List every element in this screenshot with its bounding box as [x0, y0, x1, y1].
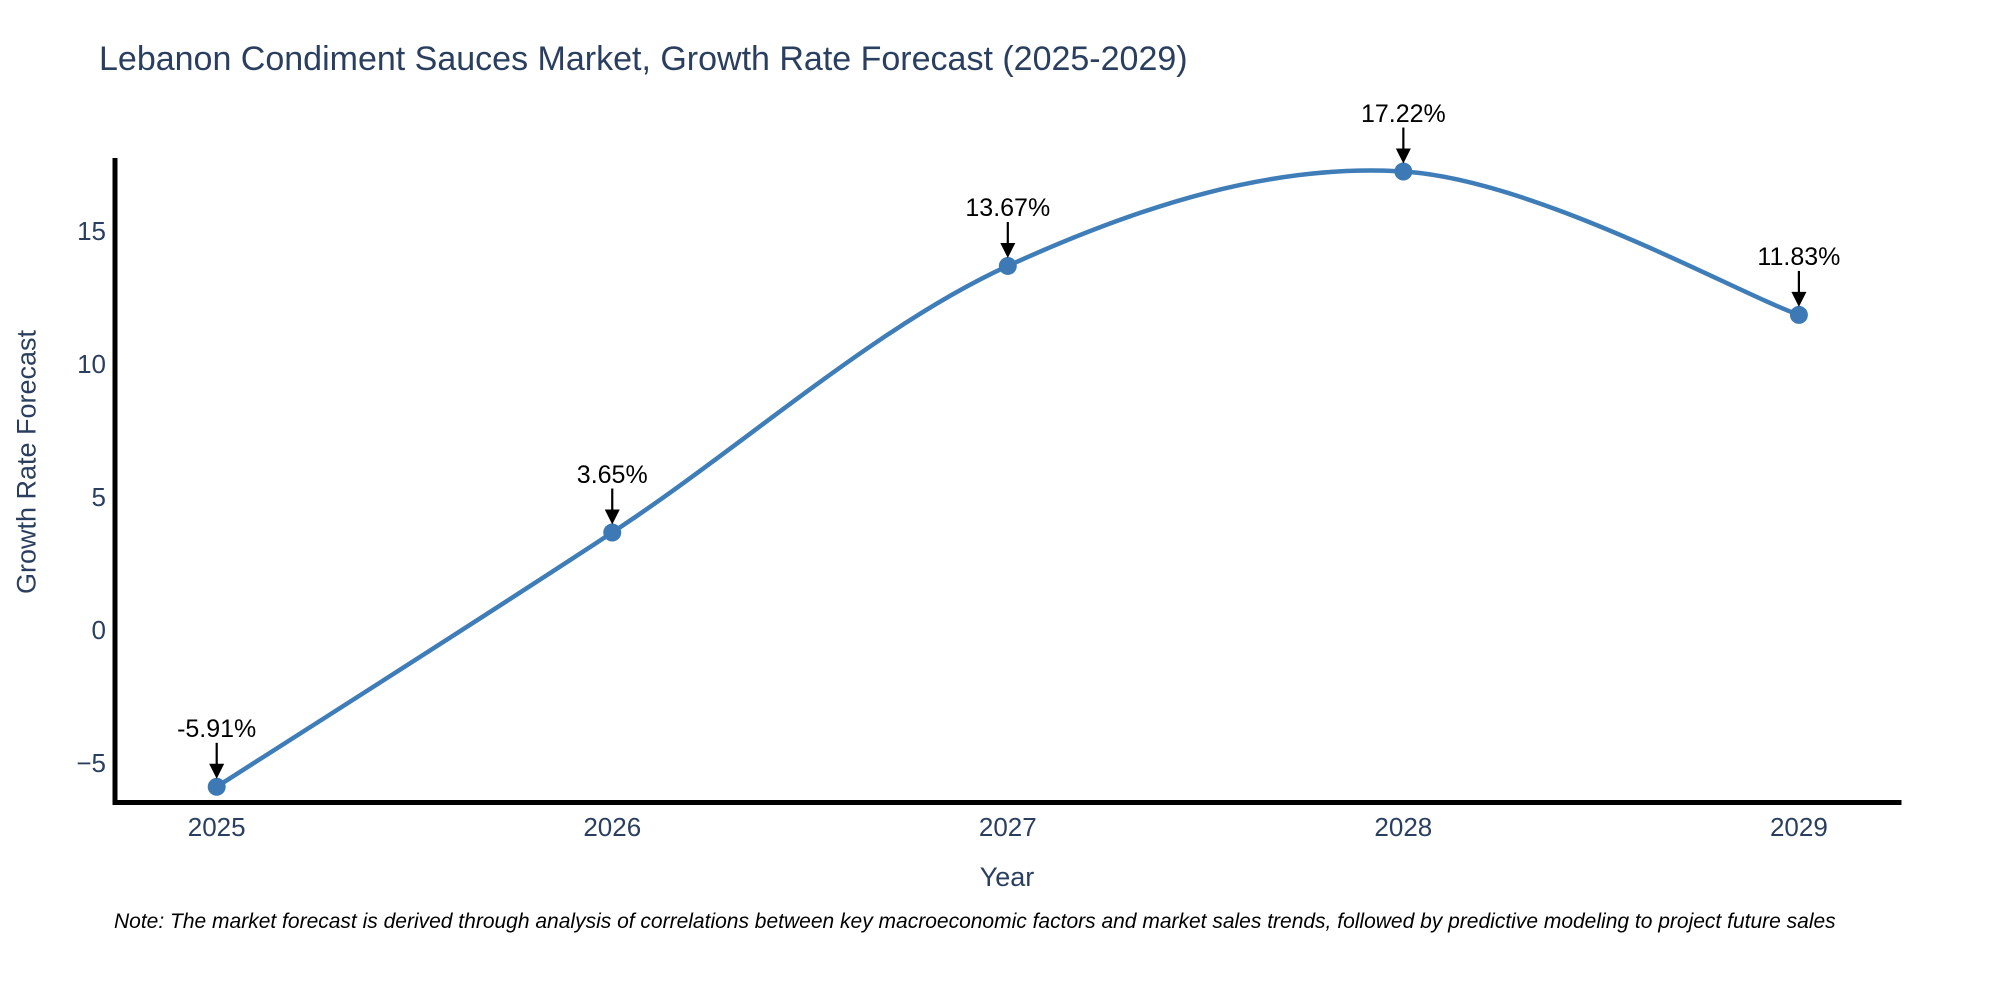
data-point-marker[interactable]: [998, 256, 1017, 275]
point-value-label: -5.91%: [177, 714, 257, 743]
annotation-arrowhead: [1000, 242, 1016, 258]
annotation-arrowhead: [209, 763, 225, 779]
x-axis-line: [112, 800, 1902, 805]
x-tick-label: 2025: [187, 812, 246, 842]
x-tick-label: 2028: [1374, 812, 1433, 842]
data-point-marker[interactable]: [1789, 305, 1808, 324]
annotation-arrowhead: [604, 509, 620, 525]
annotation-arrowhead: [1395, 148, 1411, 164]
x-tick-label: 2027: [978, 812, 1037, 842]
point-value-label: 13.67%: [965, 193, 1051, 222]
x-tick-label: 2029: [1769, 812, 1828, 842]
y-tick-label: 0: [91, 614, 106, 645]
point-value-label: 3.65%: [576, 460, 648, 489]
y-tick-label: 10: [77, 348, 106, 379]
footnote: Note: The market forecast is derived thr…: [114, 910, 1836, 933]
data-point-marker[interactable]: [207, 777, 226, 796]
y-axis-line: [112, 158, 118, 805]
x-axis-title: Year: [979, 862, 1035, 892]
x-tick-label: 2026: [583, 812, 642, 842]
y-tick-label: 15: [77, 215, 106, 246]
chart-title: Lebanon Condiment Sauces Market, Growth …: [99, 40, 1188, 78]
annotation-arrowhead: [1791, 291, 1807, 307]
y-tick-label: −5: [76, 747, 106, 778]
data-point-marker[interactable]: [1394, 162, 1413, 181]
point-value-label: 11.83%: [1757, 242, 1841, 271]
y-tick-label: 5: [91, 481, 106, 512]
data-point-marker[interactable]: [603, 523, 622, 542]
point-value-label: 17.22%: [1360, 99, 1446, 128]
